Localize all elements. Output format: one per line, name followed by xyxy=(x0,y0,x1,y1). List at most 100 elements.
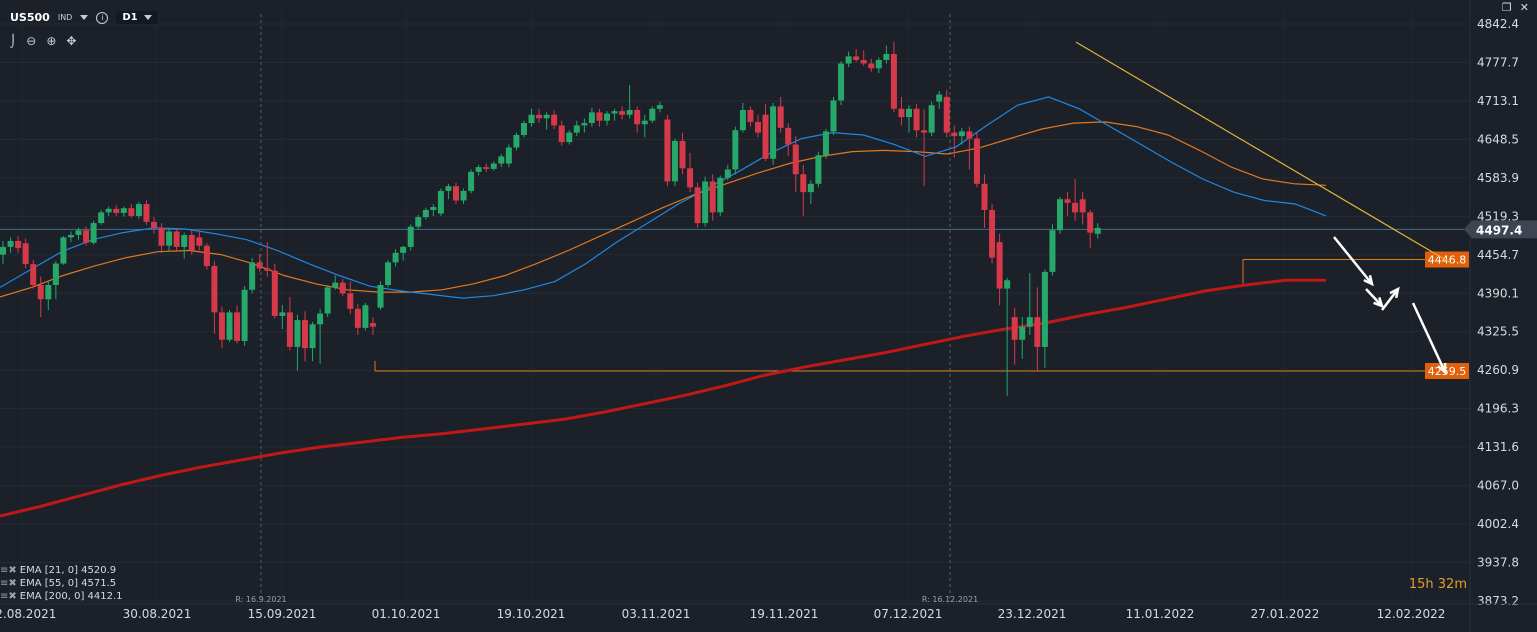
candle-body xyxy=(211,265,218,313)
candle-body xyxy=(415,217,422,227)
legend-ema21[interactable]: ≡✖ EMA [21, 0] 4520.9 xyxy=(0,564,123,577)
candle-body xyxy=(385,262,392,285)
candle-body xyxy=(498,156,505,164)
candle-body xyxy=(302,320,308,349)
candle-body xyxy=(37,284,44,300)
candle-body xyxy=(822,131,829,156)
ema200-line xyxy=(0,278,1326,518)
candle-body xyxy=(45,284,52,300)
candle-body xyxy=(687,168,694,188)
indicator-legend: ≡✖ EMA [21, 0] 4520.9 ≡✖ EMA [55, 0] 4571.… xyxy=(0,564,123,603)
restore-window-icon[interactable]: ❐ xyxy=(1501,1,1512,14)
x-tick-label: 03.11.2021 xyxy=(622,607,691,621)
candle-body xyxy=(702,181,709,224)
candle-body xyxy=(785,127,792,145)
candle-body xyxy=(377,284,384,308)
candle-body xyxy=(958,131,965,137)
symbol-dropdown-icon[interactable] xyxy=(80,15,89,20)
chart-toolbar: ⌡ ⊖ ⊕ ✥ xyxy=(10,34,76,48)
candle-body xyxy=(1041,271,1048,347)
y-tick-label: 4583.9 xyxy=(1477,171,1519,185)
candle-body xyxy=(1019,326,1026,340)
candle-body xyxy=(1072,202,1079,213)
candle-body xyxy=(30,264,37,285)
candle-body xyxy=(181,234,188,247)
countdown-hours: 15h xyxy=(1408,577,1434,592)
candle-body xyxy=(1064,199,1071,203)
candle-body xyxy=(951,132,958,137)
candle-body xyxy=(369,323,376,327)
candle-body xyxy=(166,231,173,246)
close-icon[interactable]: ✕ xyxy=(1519,1,1529,14)
candle-body xyxy=(815,155,822,184)
candle-body xyxy=(838,63,845,101)
candle-body xyxy=(777,106,784,128)
candle-body xyxy=(883,54,890,60)
candle-body xyxy=(128,208,135,216)
candle-body xyxy=(505,147,512,164)
candle-body xyxy=(67,234,74,238)
candle-body xyxy=(528,114,535,124)
candle-body xyxy=(724,169,731,178)
symbol-label[interactable]: US500 xyxy=(10,11,50,24)
candle-body xyxy=(906,108,912,118)
remove-indicator-icon[interactable]: ≡✖ xyxy=(0,591,17,602)
y-tick-label: 4131.6 xyxy=(1477,440,1519,454)
candle-body xyxy=(913,108,920,131)
candle-body xyxy=(347,293,354,309)
candle-body xyxy=(656,105,663,109)
candle-body xyxy=(203,245,210,266)
remove-indicator-icon[interactable]: ≡✖ xyxy=(0,578,17,589)
x-tick-label: 11.01.2022 xyxy=(1126,607,1195,621)
candle-body xyxy=(996,242,1003,289)
candle-body xyxy=(407,226,414,247)
timeframe-selector[interactable]: D1 xyxy=(116,11,158,24)
remove-indicator-icon[interactable]: ≡✖ xyxy=(0,565,17,576)
candle-body xyxy=(90,223,97,243)
y-tick-label: 4196.3 xyxy=(1477,402,1519,416)
legend-ema200[interactable]: ≡✖ EMA [200, 0] 4412.1 xyxy=(0,590,123,603)
x-tick-label: 19.10.2021 xyxy=(497,607,566,621)
candle-body xyxy=(966,131,973,139)
candle-body xyxy=(1049,230,1056,272)
candle-body xyxy=(196,237,203,246)
zoom-out-icon[interactable]: ⊖ xyxy=(26,34,37,48)
zoom-in-icon[interactable]: ⊕ xyxy=(46,34,57,48)
candle-body xyxy=(558,125,565,143)
y-tick-label: 4390.1 xyxy=(1477,286,1519,300)
y-tick-label: 4842.4 xyxy=(1477,17,1519,31)
candle-body xyxy=(60,237,67,264)
y-tick-label: 4777.7 xyxy=(1477,56,1519,70)
candle-body xyxy=(256,262,263,269)
candle-body xyxy=(807,183,814,193)
candle-body xyxy=(649,108,656,121)
candle-body xyxy=(747,109,754,122)
projection-arrowhead xyxy=(1363,274,1374,287)
projection-arrowhead xyxy=(1437,362,1447,375)
candle-body xyxy=(573,125,580,133)
candle-body xyxy=(671,140,678,182)
timeframe-label: D1 xyxy=(122,12,138,23)
candle-body xyxy=(400,246,407,253)
candle-body xyxy=(581,123,588,126)
legend-ema55[interactable]: ≡✖ EMA [55, 0] 4571.5 xyxy=(0,577,123,590)
candle-body xyxy=(475,167,482,172)
candle-body xyxy=(739,109,746,131)
roll-marker-label: R: 16.12.2021 xyxy=(922,595,978,604)
candle-body xyxy=(875,59,882,69)
y-tick-label: 4713.1 xyxy=(1477,94,1519,108)
candle-body xyxy=(536,114,543,119)
move-crosshair-icon[interactable]: ✥ xyxy=(66,34,77,48)
candles-settings-icon[interactable]: ⌡ xyxy=(10,34,17,48)
timeframe-dropdown-icon xyxy=(143,15,152,20)
candle-body xyxy=(158,227,165,246)
candle-body xyxy=(286,312,293,347)
level-price-tag xyxy=(1425,251,1469,268)
info-icon[interactable]: i xyxy=(96,11,109,24)
candle-body xyxy=(271,270,278,316)
candle-body xyxy=(936,94,943,102)
candle-body xyxy=(732,130,739,170)
candle-body xyxy=(241,289,248,341)
candle-body xyxy=(249,262,256,290)
